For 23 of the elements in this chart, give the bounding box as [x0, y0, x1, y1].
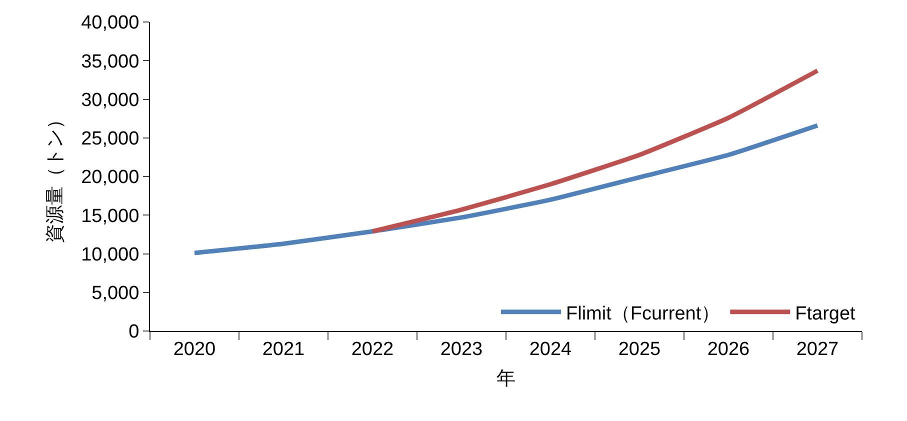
x-tick-label: 2026 [707, 338, 750, 360]
y-tick-label: 10,000 [81, 244, 140, 266]
y-tick-label: 35,000 [81, 51, 140, 72]
legend-label: Flimit（Fcurrent） [566, 303, 720, 324]
y-tick-label: 0 [128, 322, 140, 343]
x-tick-label: 2023 [440, 338, 483, 360]
x-tick-label: 2025 [618, 338, 661, 360]
y-tick-label: 40,000 [81, 12, 140, 34]
x-axis-title: 年 [496, 368, 516, 390]
x-tick-label: 2022 [351, 338, 394, 360]
x-tick-label: 2027 [796, 338, 839, 360]
y-tick-label: 20,000 [81, 167, 140, 188]
y-tick-label: 15,000 [81, 206, 140, 227]
x-tick-label: 2020 [173, 338, 216, 360]
x-tick-label: 2024 [529, 338, 572, 360]
line-series [370, 68, 820, 234]
y-tick-label: 5,000 [92, 283, 140, 304]
x-tick-label: 2021 [262, 338, 305, 360]
y-tick-label: 30,000 [81, 90, 140, 111]
y-axis-title: 資源量（トン） [44, 110, 66, 243]
line-series [192, 123, 820, 256]
legend-label: Ftarget [795, 303, 856, 324]
y-tick-label: 25,000 [81, 128, 140, 150]
